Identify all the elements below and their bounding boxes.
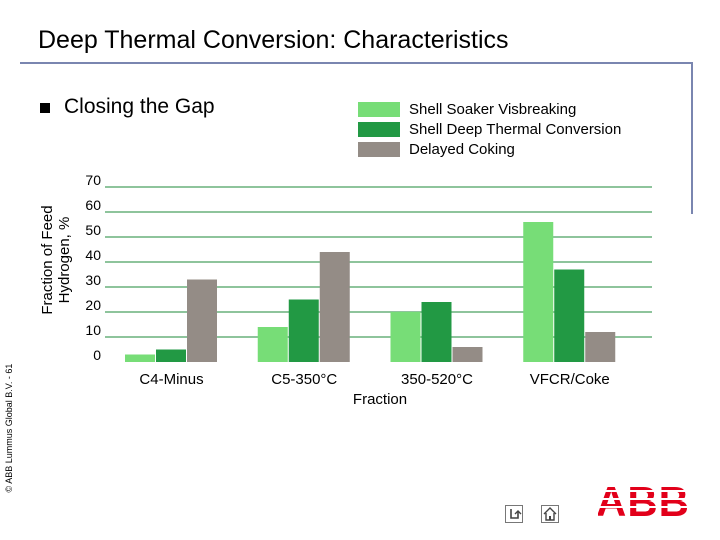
- title-frame-right-rule: [691, 62, 693, 214]
- return-icon[interactable]: [505, 505, 523, 523]
- y-tick-label: 20: [85, 297, 101, 313]
- bar: [319, 252, 350, 362]
- bar: [156, 349, 186, 362]
- abb-logo: ABB: [598, 481, 688, 519]
- bar: [125, 354, 155, 362]
- bar: [585, 332, 616, 362]
- bullet-square-icon: [40, 103, 50, 113]
- legend-label: Shell Soaker Visbreaking: [409, 101, 577, 118]
- bar: [257, 327, 288, 362]
- bar: [452, 347, 483, 362]
- bar: [523, 222, 554, 362]
- slide-subtitle: Closing the Gap: [64, 95, 215, 118]
- x-axis-title: Fraction: [353, 391, 407, 408]
- legend-label: Delayed Coking: [409, 141, 515, 158]
- bar: [554, 269, 585, 362]
- y-tick-label: 10: [85, 322, 101, 338]
- y-tick-labels: 0 10 20 30 40 50 60 70: [85, 172, 101, 363]
- bar: [187, 279, 217, 362]
- return-icon-glyph: [510, 509, 522, 519]
- x-tick-label: C5-350°C: [271, 371, 337, 388]
- y-tick-label: 70: [85, 172, 101, 188]
- home-icon-glyph: [543, 507, 557, 521]
- bars: [125, 222, 616, 362]
- bar: [288, 299, 319, 362]
- x-tick-labels: C4-Minus C5-350°C 350-520°C VFCR/Coke: [139, 371, 609, 388]
- y-tick-label: 60: [85, 197, 101, 213]
- legend-label: Shell Deep Thermal Conversion: [409, 121, 622, 138]
- legend-swatch: [358, 102, 400, 117]
- bar: [421, 302, 452, 362]
- title-frame-top-rule: [20, 62, 693, 64]
- bar: [390, 312, 421, 362]
- legend-swatch: [358, 122, 400, 137]
- y-tick-label: 40: [85, 247, 101, 263]
- x-tick-label: VFCR/Coke: [530, 371, 610, 388]
- x-tick-label: 350-520°C: [401, 371, 473, 388]
- slide-title: Deep Thermal Conversion: Characteristics: [38, 26, 509, 54]
- y-tick-label: 50: [85, 222, 101, 238]
- legend-swatch: [358, 142, 400, 157]
- y-tick-label: 30: [85, 272, 101, 288]
- home-icon[interactable]: [541, 505, 559, 523]
- x-tick-label: C4-Minus: [139, 371, 203, 388]
- y-tick-label: 0: [93, 347, 101, 363]
